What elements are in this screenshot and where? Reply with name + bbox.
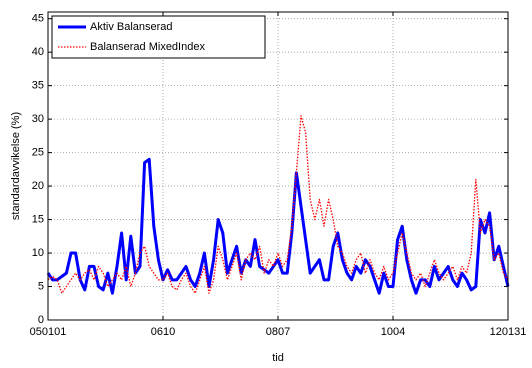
y-tick-label: 40 [32,46,44,58]
y-tick-label: 25 [32,147,44,159]
x-tick-label: 0807 [266,326,290,338]
ticks: 0 5 10 15 20 25 30 35 40 45 050101 0610 0807 1004 1201… [30,12,527,338]
y-tick-label: 20 [32,180,44,192]
y-tick-label: 30 [32,113,44,125]
y-tick-label: 5 [38,280,44,292]
x-tick-label: 0610 [151,326,175,338]
y-axis-label: standardavvikelse (%) [10,112,22,220]
series-line [46,157,510,295]
legend: Aktiv Balanserad Balanserad MixedIndex [51,15,266,59]
series-line [47,115,509,294]
x-tick-label: 050101 [30,326,67,338]
x-axis-label: tid [272,352,284,364]
y-tick-label: 0 [38,314,44,326]
legend-box [51,15,266,59]
x-tick-label: 1004 [381,326,405,338]
x-tick-label: 120131 [490,326,527,338]
y-tick-label: 45 [32,13,44,25]
y-tick-label: 35 [32,80,44,92]
legend-label: Balanserad MixedIndex [90,41,205,53]
y-tick-label: 10 [32,247,44,259]
y-tick-label: 15 [32,213,44,225]
legend-label: Aktiv Balanserad [90,21,173,33]
lines [46,115,510,295]
